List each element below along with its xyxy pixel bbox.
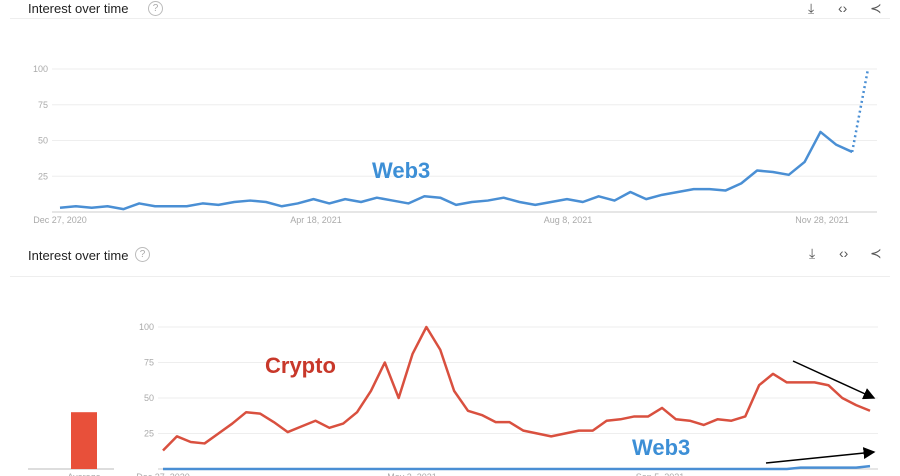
y-tick-label: 75 (38, 100, 48, 110)
share-icon[interactable]: ≺ (870, 0, 882, 16)
series-line-partial-web3 (850, 68, 870, 153)
panel-1-title: Interest over time (28, 1, 129, 16)
series-line-crypto (162, 325, 871, 452)
x-tick-label: Dec 27, 2020 (136, 472, 190, 476)
x-tick-label: Aug 8, 2021 (544, 215, 593, 225)
help-icon[interactable]: ? (135, 247, 150, 262)
x-tick-label: May 2, 2021 (387, 472, 437, 476)
x-tick-label: Nov 28, 2021 (795, 215, 849, 225)
y-tick-label: 50 (38, 136, 48, 146)
up-trend-arrow (765, 447, 876, 464)
share-icon[interactable]: ≺ (870, 245, 882, 261)
y-tick-label: 100 (33, 64, 48, 74)
x-tick-label: Dec 27, 2020 (33, 215, 87, 225)
y-tick-label: 50 (144, 393, 154, 403)
download-icon[interactable]: ⤓ (809, 245, 816, 261)
average-label: Average (67, 472, 100, 476)
y-tick-label: 100 (139, 322, 154, 332)
y-tick-label: 25 (38, 171, 48, 181)
divider (10, 276, 890, 277)
panel-2-title: Interest over time (28, 248, 129, 263)
x-tick-label: Apr 18, 2021 (290, 215, 342, 225)
y-tick-label: 75 (144, 358, 154, 368)
x-tick-label: Sep 5, 2021 (636, 472, 685, 476)
average-bar-crypto (71, 412, 97, 469)
y-tick-label: 25 (144, 429, 154, 439)
annotation-label: Crypto (265, 353, 336, 378)
download-icon[interactable]: ⤓ (808, 0, 815, 16)
annotation-label: Web3 (632, 435, 690, 460)
embed-icon[interactable]: ‹› (838, 0, 848, 16)
annotation-label: Web3 (372, 158, 430, 183)
series-line-web3 (59, 130, 853, 211)
series-line-web3 (163, 464, 871, 471)
help-icon[interactable]: ? (148, 1, 163, 16)
divider (10, 18, 890, 19)
down-trend-arrow (792, 360, 876, 400)
embed-icon[interactable]: ‹› (839, 245, 849, 261)
